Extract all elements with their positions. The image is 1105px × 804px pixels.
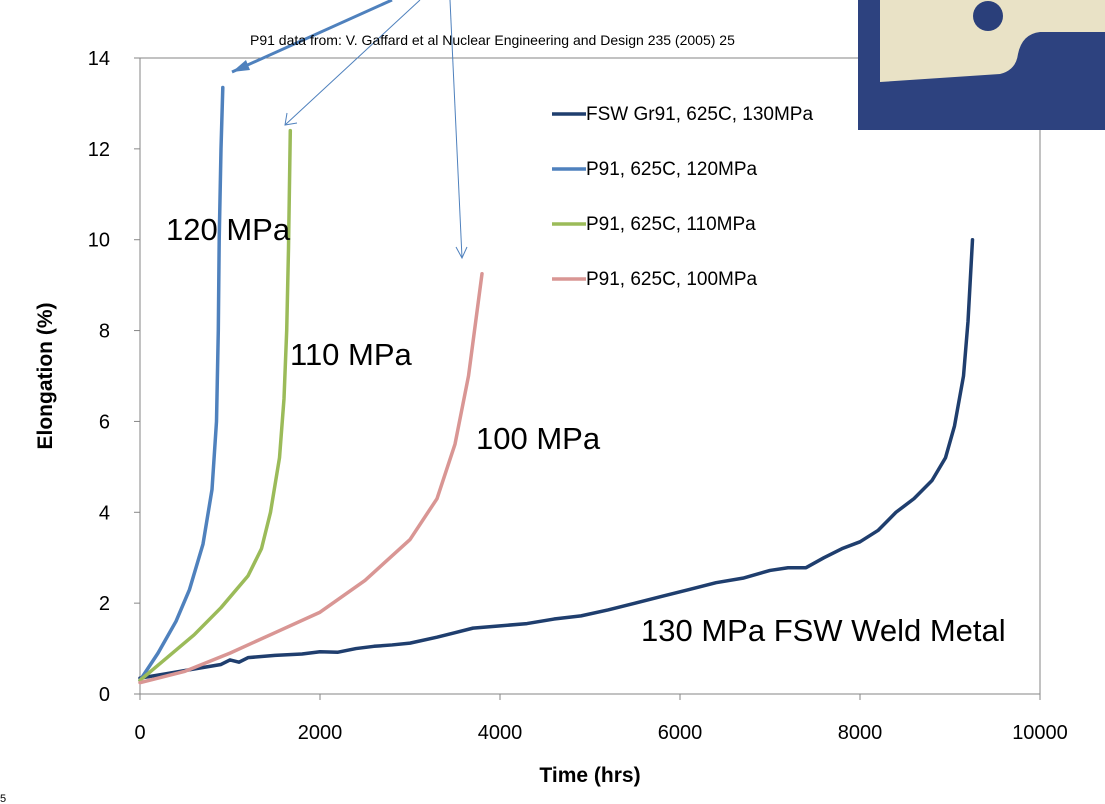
x-tick-label: 10000 (1012, 722, 1068, 744)
legend-label-100: P91, 625C, 100MPa (586, 269, 758, 290)
y-tick-label: 2 (99, 593, 110, 615)
page-number: 5 (0, 793, 6, 804)
pointer-arrows (231, 0, 468, 260)
y-tick-label: 10 (88, 230, 110, 252)
annotation-120mpa: 120 MPa (166, 212, 291, 247)
arrow-to-100mpa (449, 0, 463, 259)
y-tick-label: 0 (99, 684, 110, 706)
legend: FSW Gr91, 625C, 130MPa P91, 625C, 120MPa… (552, 104, 813, 290)
y-tick-label: 12 (88, 139, 110, 161)
x-tick-label: 4000 (478, 722, 523, 744)
specimen-hole (973, 1, 1003, 31)
legend-label-110: P91, 625C, 110MPa (586, 214, 756, 235)
arrow-head-120mpa (232, 60, 250, 72)
annotation-100mpa: 100 MPa (476, 421, 601, 456)
y-tick-label: 8 (99, 321, 110, 343)
series-layer (138, 85, 975, 685)
y-tick-group: 0 2 4 6 8 10 12 14 (88, 48, 140, 706)
y-axis-title: Elongation (%) (34, 303, 57, 450)
series-line-p91-110mpa (138, 128, 293, 683)
series-line-p91-100mpa (138, 272, 484, 685)
series-line-fsw-130mpa (138, 237, 975, 680)
x-axis-title: Time (hrs) (539, 764, 640, 787)
x-tick-label: 6000 (658, 722, 703, 744)
series-line-p91-120mpa (138, 85, 225, 683)
arrow-head-100mpa (455, 246, 468, 260)
source-note: P91 data from: V. Gaffard et al Nuclear … (250, 32, 735, 48)
x-tick-label: 8000 (838, 722, 883, 744)
arrow-to-120mpa (231, 0, 393, 74)
arrow-head-110mpa (284, 112, 298, 126)
y-tick-label: 14 (88, 48, 110, 70)
legend-label-fsw: FSW Gr91, 625C, 130MPa (586, 104, 813, 125)
y-tick-label: 4 (99, 502, 110, 524)
specimen-plate (880, 0, 1105, 82)
arrow-to-110mpa (284, 0, 421, 126)
x-tick-group: 0 2000 4000 6000 8000 10000 (134, 694, 1068, 744)
annotation-130mpa-fsw: 130 MPa FSW Weld Metal (641, 613, 1006, 648)
y-tick-label: 6 (99, 411, 110, 433)
x-tick-label: 2000 (298, 722, 343, 744)
x-tick-label: 0 (134, 722, 145, 744)
specimen-photo-inset (858, 0, 1105, 130)
annotation-110mpa: 110 MPa (290, 337, 413, 372)
legend-label-120: P91, 625C, 120MPa (586, 159, 758, 180)
